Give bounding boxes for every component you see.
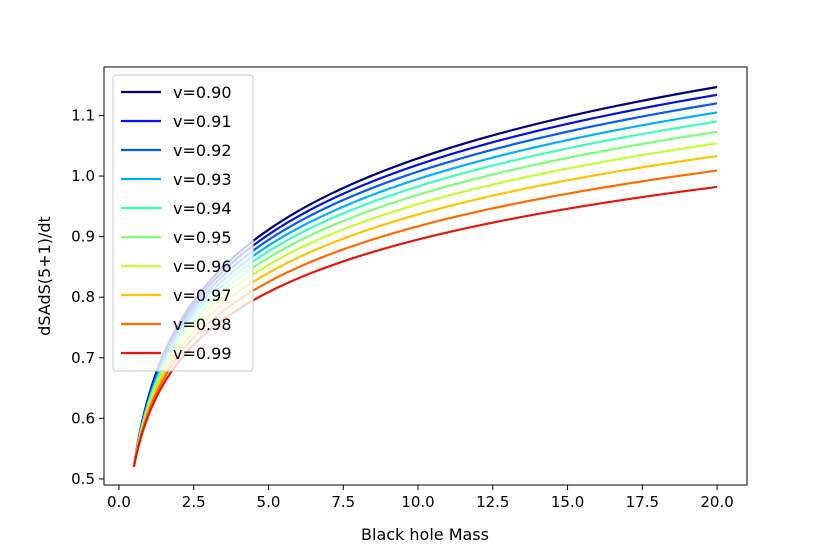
legend-label: v=0.97: [173, 286, 232, 305]
legend-label: v=0.96: [173, 257, 232, 276]
x-tick-label: 2.5: [182, 493, 206, 511]
legend-label: v=0.95: [173, 228, 232, 247]
x-tick-label: 20.0: [700, 493, 733, 511]
legend-label: v=0.93: [173, 170, 232, 189]
x-tick-label: 0.0: [107, 493, 131, 511]
x-tick-label: 10.0: [401, 493, 434, 511]
x-tick-label: 12.5: [476, 493, 509, 511]
legend-label: v=0.90: [173, 83, 232, 102]
y-axis: 0.5 0.6 0.7 0.8 0.9 1.0 1.1: [71, 106, 104, 488]
legend-label: v=0.94: [173, 199, 232, 218]
x-tick-label: 5.0: [257, 493, 281, 511]
legend-label: v=0.92: [173, 141, 232, 160]
y-axis-title: dSAdS(5+1)/dt: [35, 216, 54, 336]
legend-label: v=0.99: [173, 344, 232, 363]
axes-frame: [103, 66, 748, 486]
x-tick-label: 7.5: [331, 493, 355, 511]
y-tick-label: 1.1: [71, 106, 95, 124]
x-axis: 0.0 2.5 5.0 7.5 10.0 12.5 15.0 17.5 20.0: [107, 485, 734, 511]
y-tick-label: 0.6: [71, 409, 95, 427]
legend-label: v=0.91: [173, 112, 232, 131]
y-tick-label: 0.7: [71, 349, 95, 367]
legend: v=0.90 v=0.91 v=0.92 v=0.93 v=0.94 v=0.95 v=0.…: [112, 74, 254, 372]
y-tick-label: 0.5: [71, 470, 95, 488]
x-axis-title: Black hole Mass: [361, 525, 489, 544]
x-tick-label: 15.0: [551, 493, 584, 511]
y-tick-label: 0.8: [71, 288, 95, 306]
y-tick-label: 0.9: [71, 228, 95, 246]
x-tick-label: 17.5: [626, 493, 659, 511]
y-tick-label: 1.0: [71, 167, 95, 185]
legend-label: v=0.98: [173, 315, 232, 334]
